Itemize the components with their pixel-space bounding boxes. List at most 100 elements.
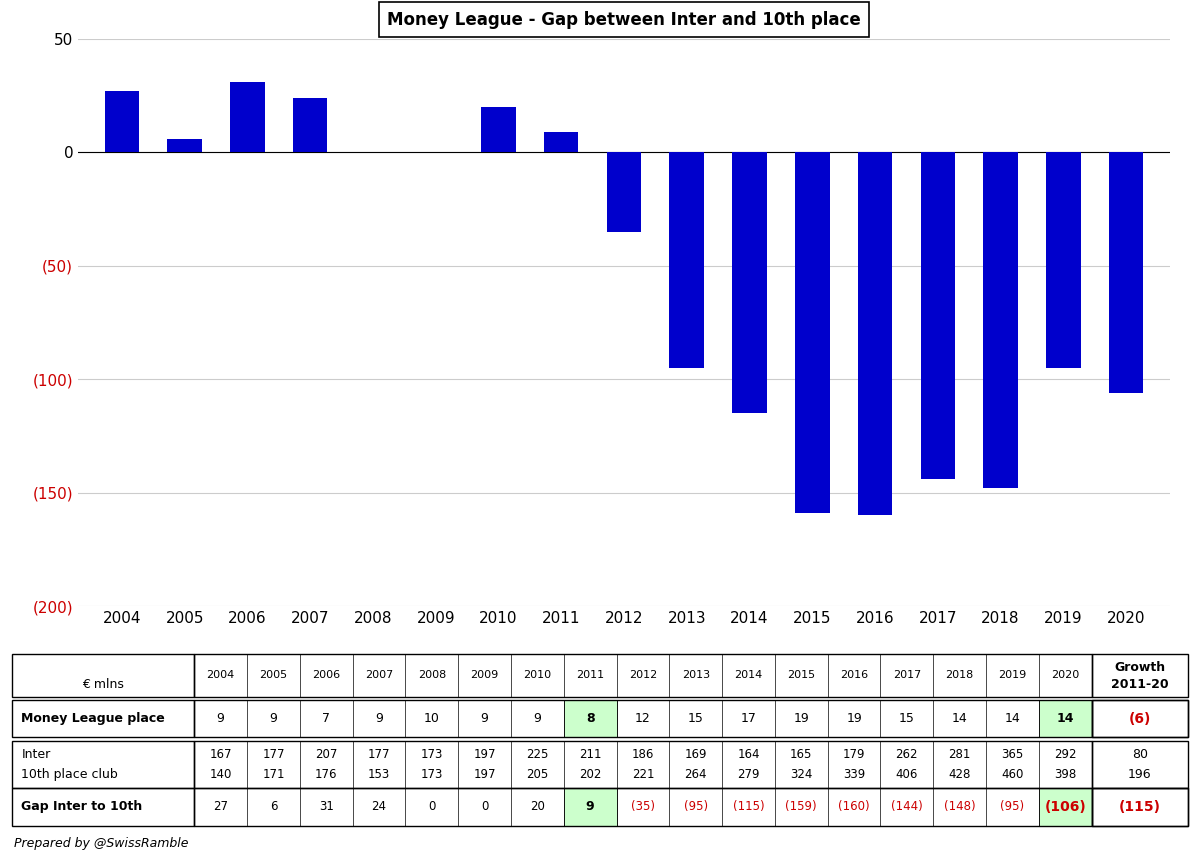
Bar bbox=[12, 700, 194, 737]
Text: 365: 365 bbox=[1001, 748, 1024, 761]
Text: 17: 17 bbox=[740, 712, 756, 725]
Bar bbox=[1092, 700, 1188, 737]
Text: 177: 177 bbox=[263, 748, 284, 761]
Bar bbox=[194, 788, 1092, 826]
Bar bbox=[481, 107, 516, 152]
Text: 169: 169 bbox=[684, 748, 707, 761]
Text: (95): (95) bbox=[1001, 801, 1025, 814]
Text: 173: 173 bbox=[421, 768, 443, 781]
Text: 264: 264 bbox=[684, 768, 707, 781]
Bar bbox=[670, 152, 704, 368]
Text: Growth: Growth bbox=[1115, 660, 1165, 674]
Text: 19: 19 bbox=[793, 712, 809, 725]
Text: Prepared by @SwissRamble: Prepared by @SwissRamble bbox=[14, 837, 188, 850]
Title: Money League - Gap between Inter and 10th place: Money League - Gap between Inter and 10t… bbox=[388, 11, 860, 29]
Text: (148): (148) bbox=[944, 801, 976, 814]
Text: 205: 205 bbox=[527, 768, 548, 781]
Text: 292: 292 bbox=[1054, 748, 1076, 761]
Text: 324: 324 bbox=[790, 768, 812, 781]
Bar bbox=[1046, 152, 1080, 368]
Bar bbox=[194, 740, 1092, 788]
Text: 9: 9 bbox=[217, 712, 224, 725]
Bar bbox=[564, 700, 617, 737]
Text: 177: 177 bbox=[367, 748, 390, 761]
Bar bbox=[293, 98, 328, 152]
Text: 9: 9 bbox=[270, 712, 277, 725]
Text: 10: 10 bbox=[424, 712, 439, 725]
Text: 19: 19 bbox=[846, 712, 862, 725]
Text: 14: 14 bbox=[952, 712, 967, 725]
Text: 14: 14 bbox=[1056, 712, 1074, 725]
Bar bbox=[1092, 654, 1188, 697]
Text: 221: 221 bbox=[631, 768, 654, 781]
Text: 153: 153 bbox=[368, 768, 390, 781]
Text: 15: 15 bbox=[899, 712, 914, 725]
Text: 6: 6 bbox=[270, 801, 277, 814]
Bar bbox=[607, 152, 641, 231]
Bar bbox=[920, 152, 955, 479]
Text: 225: 225 bbox=[526, 748, 548, 761]
Bar bbox=[194, 700, 1092, 737]
Text: 2016: 2016 bbox=[840, 670, 868, 680]
Text: 2008: 2008 bbox=[418, 670, 446, 680]
Text: 281: 281 bbox=[948, 748, 971, 761]
Bar bbox=[544, 132, 578, 152]
Text: 398: 398 bbox=[1054, 768, 1076, 781]
Text: 428: 428 bbox=[948, 768, 971, 781]
Text: 2009: 2009 bbox=[470, 670, 499, 680]
Bar bbox=[12, 740, 194, 788]
Text: Inter: Inter bbox=[22, 748, 50, 761]
Bar bbox=[230, 82, 265, 152]
Text: Gap Inter to 10th: Gap Inter to 10th bbox=[22, 801, 143, 814]
Text: 2010: 2010 bbox=[523, 670, 552, 680]
Text: 2007: 2007 bbox=[365, 670, 394, 680]
Bar bbox=[1039, 700, 1092, 737]
Text: 2005: 2005 bbox=[259, 670, 288, 680]
Text: 262: 262 bbox=[895, 748, 918, 761]
Bar bbox=[1092, 740, 1188, 788]
Text: 9: 9 bbox=[481, 712, 488, 725]
Text: 2017: 2017 bbox=[893, 670, 920, 680]
Text: € mlns: € mlns bbox=[83, 678, 124, 691]
Text: 2006: 2006 bbox=[312, 670, 341, 680]
Bar bbox=[1039, 788, 1092, 826]
Text: 0: 0 bbox=[481, 801, 488, 814]
Text: 173: 173 bbox=[421, 748, 443, 761]
Bar bbox=[1092, 788, 1188, 826]
Text: 2018: 2018 bbox=[946, 670, 973, 680]
Text: 339: 339 bbox=[842, 768, 865, 781]
Bar bbox=[1092, 788, 1188, 826]
Text: 279: 279 bbox=[737, 768, 760, 781]
Text: 2013: 2013 bbox=[682, 670, 709, 680]
Text: 164: 164 bbox=[737, 748, 760, 761]
Text: 2011: 2011 bbox=[576, 670, 605, 680]
Bar bbox=[732, 152, 767, 414]
Text: 8: 8 bbox=[586, 712, 594, 725]
Bar bbox=[12, 654, 194, 697]
Text: 27: 27 bbox=[214, 801, 228, 814]
Text: Money League place: Money League place bbox=[22, 712, 166, 725]
Text: 197: 197 bbox=[473, 748, 496, 761]
Text: 179: 179 bbox=[842, 748, 865, 761]
Text: 20: 20 bbox=[530, 801, 545, 814]
Text: 7: 7 bbox=[323, 712, 330, 725]
Text: 2012: 2012 bbox=[629, 670, 658, 680]
Text: 2011-20: 2011-20 bbox=[1111, 678, 1169, 691]
Text: 14: 14 bbox=[1004, 712, 1020, 725]
Text: 2019: 2019 bbox=[998, 670, 1026, 680]
Text: 186: 186 bbox=[631, 748, 654, 761]
Bar bbox=[564, 788, 617, 826]
Bar bbox=[796, 152, 829, 513]
Text: 2004: 2004 bbox=[206, 670, 235, 680]
Bar bbox=[12, 788, 194, 826]
Text: 406: 406 bbox=[895, 768, 918, 781]
Text: 167: 167 bbox=[210, 748, 232, 761]
Text: (115): (115) bbox=[733, 801, 764, 814]
Text: (35): (35) bbox=[631, 801, 655, 814]
Text: 165: 165 bbox=[790, 748, 812, 761]
Text: 176: 176 bbox=[314, 768, 337, 781]
Text: 15: 15 bbox=[688, 712, 703, 725]
Text: 2015: 2015 bbox=[787, 670, 815, 680]
Text: (160): (160) bbox=[839, 801, 870, 814]
Text: 171: 171 bbox=[263, 768, 284, 781]
